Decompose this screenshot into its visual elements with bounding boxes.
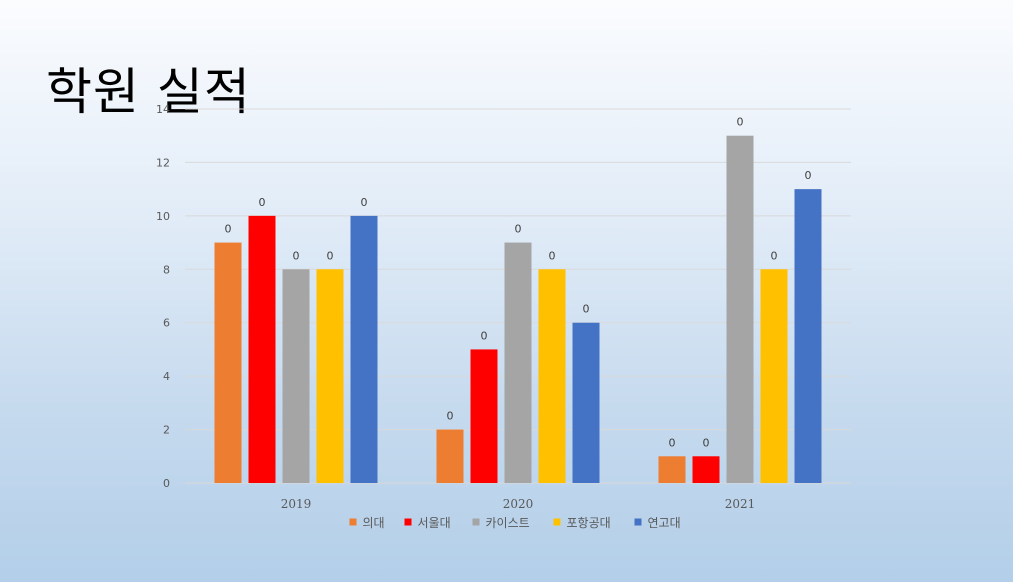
y-tick-label: 4 xyxy=(163,370,170,383)
y-tick-label: 14 xyxy=(156,103,170,116)
bar xyxy=(760,269,788,483)
bar xyxy=(572,322,600,483)
bar xyxy=(248,215,276,483)
x-tick-label: 2019 xyxy=(281,497,312,511)
data-label: 0 xyxy=(259,196,266,209)
legend-label: 의대 xyxy=(363,516,385,530)
bar xyxy=(282,269,310,483)
data-label: 0 xyxy=(293,249,300,262)
legend-label: 서울대 xyxy=(418,516,451,530)
legend-swatch xyxy=(349,518,357,526)
legend-swatch xyxy=(553,518,561,526)
bar xyxy=(538,269,566,483)
data-label: 0 xyxy=(361,196,368,209)
bar xyxy=(794,189,822,483)
y-axis: 0 2 4 6 8 10 12 14 xyxy=(156,103,170,490)
bar xyxy=(316,269,344,483)
data-labels: 0 0 0 0 0 0 0 0 0 0 0 0 0 0 0 xyxy=(225,116,812,450)
data-label: 0 xyxy=(771,249,778,262)
bar xyxy=(214,242,242,483)
bar xyxy=(470,349,498,483)
bar xyxy=(436,429,464,483)
data-label: 0 xyxy=(703,436,710,449)
bars xyxy=(214,135,822,483)
data-label: 0 xyxy=(515,223,522,236)
slide-title: 학원 실적 xyxy=(46,63,251,121)
data-label: 0 xyxy=(805,169,812,182)
bar xyxy=(726,135,754,483)
data-label: 0 xyxy=(225,223,232,236)
data-label: 0 xyxy=(583,303,590,316)
x-tick-label: 2021 xyxy=(725,497,756,511)
data-label: 0 xyxy=(549,249,556,262)
y-tick-label: 10 xyxy=(156,210,170,223)
legend-swatch xyxy=(634,518,642,526)
bar xyxy=(350,215,378,483)
legend-label: 카이스트 xyxy=(486,516,530,530)
x-tick-label: 2020 xyxy=(503,497,534,511)
bar xyxy=(504,242,532,483)
data-label: 0 xyxy=(737,116,744,129)
legend: 의대 서울대 카이스트 포항공대 연고대 xyxy=(349,516,681,530)
data-label: 0 xyxy=(327,249,334,262)
data-label: 0 xyxy=(447,410,454,423)
bar xyxy=(692,456,720,483)
legend-swatch xyxy=(472,518,480,526)
legend-label: 연고대 xyxy=(648,516,681,530)
y-tick-label: 2 xyxy=(163,424,170,437)
data-label: 0 xyxy=(669,436,676,449)
data-label: 0 xyxy=(481,329,488,342)
y-tick-label: 6 xyxy=(163,317,170,330)
legend-swatch xyxy=(404,518,412,526)
y-tick-label: 0 xyxy=(163,477,170,490)
y-tick-label: 8 xyxy=(163,263,170,276)
y-tick-label: 12 xyxy=(156,156,170,169)
legend-label: 포항공대 xyxy=(567,516,611,530)
x-axis: 2019 2020 2021 xyxy=(281,497,756,511)
bar xyxy=(658,456,686,483)
